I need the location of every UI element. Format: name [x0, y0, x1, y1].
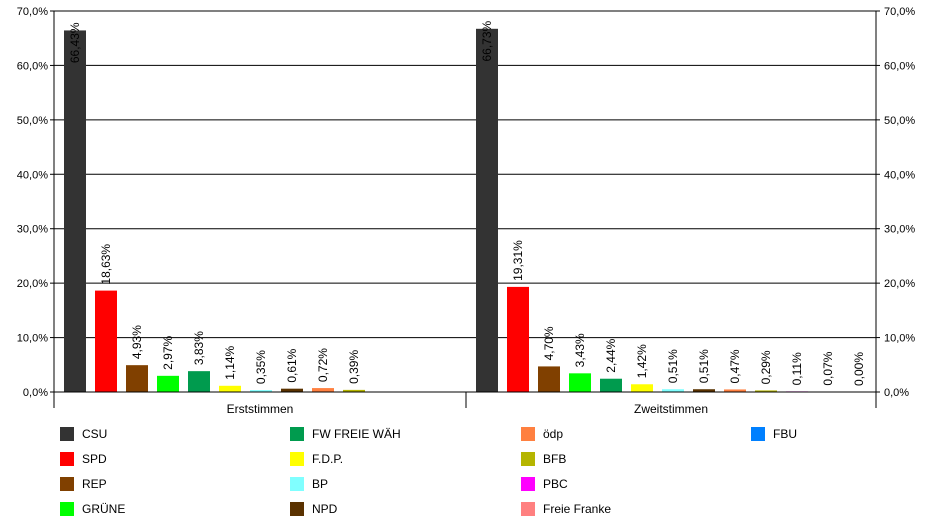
bar — [693, 389, 715, 392]
data-label: 4,93% — [130, 325, 144, 359]
legend-swatch — [521, 477, 535, 491]
legend-swatch — [60, 477, 74, 491]
legend-label: Freie Franke — [543, 502, 611, 516]
data-label: 0,51% — [666, 349, 680, 383]
axes: 0,0% 0,0% 10,0% 10,0% 20,0% 20,0% 30,0% 30,0% 40… — [17, 6, 916, 416]
bar — [343, 389, 365, 392]
bar — [126, 365, 148, 392]
legend-swatch — [60, 427, 74, 441]
data-label: 1,14% — [223, 345, 237, 379]
y-tick-label: 10,0% — [884, 333, 915, 345]
bar — [755, 390, 777, 392]
data-label: 0,35% — [254, 350, 268, 384]
data-label: 0,07% — [821, 351, 835, 385]
bar — [507, 286, 529, 392]
bar — [219, 385, 241, 392]
bars — [64, 28, 839, 392]
legend-label: BP — [312, 477, 328, 491]
legend-label: F.D.P. — [312, 452, 343, 466]
legend-swatch — [60, 452, 74, 466]
bar — [631, 384, 653, 392]
legend-swatch — [751, 427, 765, 441]
bar — [312, 388, 334, 392]
bar — [281, 388, 303, 392]
data-label: 0,72% — [316, 348, 330, 382]
bar — [157, 375, 179, 392]
legend-swatch — [521, 427, 535, 441]
data-label: 18,63% — [99, 244, 113, 285]
legend-label: NPD — [312, 502, 338, 516]
bar — [188, 371, 210, 392]
x-category-label: Erststimmen — [227, 402, 294, 416]
data-label: 2,44% — [604, 338, 618, 372]
y-tick-label: 50,0% — [17, 115, 48, 127]
legend-swatch — [290, 427, 304, 441]
legend-swatch — [290, 502, 304, 516]
legend-label: BFB — [543, 452, 566, 466]
data-labels: 66,43% 18,63% 4,93% 2,97% 3,83% 1,14% 0,35% 0,6… — [68, 20, 866, 386]
bar — [95, 290, 117, 392]
bar — [476, 28, 498, 392]
legend-label: FW FREIE WÄH — [312, 427, 401, 441]
legend-label: PBC — [543, 477, 568, 491]
bar — [538, 366, 560, 392]
legend-swatch — [290, 452, 304, 466]
bar — [64, 30, 86, 392]
gridlines — [54, 10, 876, 339]
bar — [600, 378, 622, 392]
legend-label: SPD — [82, 452, 107, 466]
legend-label: CSU — [82, 427, 107, 441]
legend-label: GRÜNE — [82, 502, 125, 516]
y-tick-label: 60,0% — [884, 60, 915, 72]
data-label: 2,97% — [161, 335, 175, 369]
legend-swatch — [60, 502, 74, 516]
bar — [662, 389, 684, 392]
data-label: 3,83% — [192, 331, 206, 365]
y-tick-label: 10,0% — [17, 333, 48, 345]
data-label: 0,61% — [285, 348, 299, 382]
y-tick-label: 30,0% — [17, 224, 48, 236]
y-tick-label: 20,0% — [17, 278, 48, 290]
y-tick-label: 70,0% — [884, 6, 915, 18]
y-tick-label: 0,0% — [884, 387, 909, 399]
data-label: 66,43% — [68, 22, 82, 63]
y-tick-label: 40,0% — [17, 169, 48, 181]
y-tick-label: 50,0% — [884, 115, 915, 127]
data-label: 0,29% — [759, 350, 773, 384]
y-tick-label: 60,0% — [17, 60, 48, 72]
data-label: 3,43% — [573, 333, 587, 367]
legend-swatch — [521, 452, 535, 466]
y-tick-label: 0,0% — [23, 387, 48, 399]
data-label: 0,11% — [790, 352, 804, 385]
legend-swatch — [290, 477, 304, 491]
legend-label: REP — [82, 477, 107, 491]
data-label: 1,42% — [635, 344, 649, 378]
legend: CSU SPD REP GRÜNE FW FREIE WÄH F.D.P. BP NPD ödp… — [60, 427, 797, 516]
legend-label: ödp — [543, 427, 563, 441]
data-label: 0,39% — [347, 350, 361, 384]
y-tick-label: 20,0% — [884, 278, 915, 290]
data-label: 4,70% — [542, 326, 556, 360]
bar — [250, 390, 272, 392]
data-label: 0,00% — [852, 352, 866, 386]
y-tick-label: 70,0% — [17, 6, 48, 18]
data-label: 19,31% — [511, 240, 525, 281]
bar — [569, 373, 591, 392]
data-label: 0,47% — [728, 349, 742, 383]
bar — [724, 389, 746, 392]
y-tick-label: 40,0% — [884, 169, 915, 181]
data-label: 66,73% — [480, 20, 494, 61]
legend-label: FBU — [773, 427, 797, 441]
legend-swatch — [521, 502, 535, 516]
x-category-label: Zweitstimmen — [634, 402, 708, 416]
y-tick-label: 30,0% — [884, 224, 915, 236]
data-label: 0,51% — [697, 349, 711, 383]
